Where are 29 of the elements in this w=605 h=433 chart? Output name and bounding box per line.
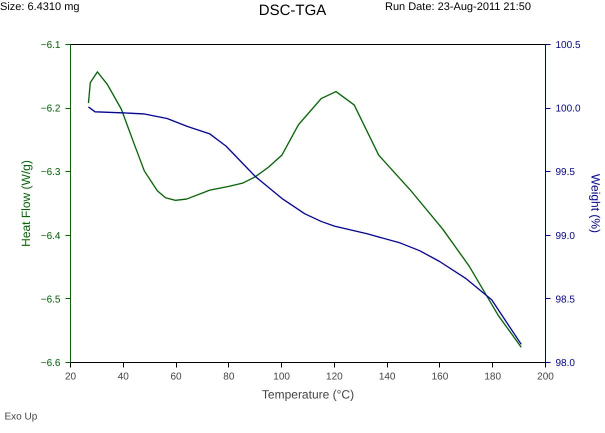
y2-tick-label: 100.5 [556,40,581,51]
x-tick-label: 120 [326,372,344,382]
y2-tick-label: 99.0 [556,230,576,242]
x-tick-label: 100 [273,372,290,382]
x-tick-label: 20 [64,372,76,382]
y-tick-label: −6.6 [40,358,61,369]
y2-axis-title: Weight (%) [588,174,603,234]
x-tick-label: 40 [118,372,130,382]
x-axis-title: Temperature (°C) [262,388,354,402]
y-tick-label: −6.2 [40,104,61,115]
x-tick-label: 60 [170,372,182,382]
y-tick-label: −6.5 [40,294,61,306]
x-tick-label: 200 [537,372,554,382]
y2-tick-label: 98.5 [556,294,576,306]
x-tick-label: 160 [432,372,449,382]
text: Run Date: 23-Aug-2011 21:50 [385,0,531,15]
y-tick-label: −6.1 [40,40,61,51]
chart-title: DSC-TGA [258,1,326,21]
x-tick-label: 140 [378,372,396,382]
y2-tick-label: 99.5 [556,167,576,178]
y-tick-label: −6.3 [40,167,61,178]
x-tick-label: 80 [223,372,235,382]
y2-tick-label: 98.0 [556,358,576,369]
y-axis-title: Heat Flow (W/g) [18,160,33,247]
x-tick-label: 180 [484,372,502,382]
y2-tick-label: 100.0 [556,104,581,115]
y-tick-label: −6.4 [40,230,61,242]
text: Exo Up [4,412,38,422]
text: Size: 6.4310 mg [0,0,80,15]
